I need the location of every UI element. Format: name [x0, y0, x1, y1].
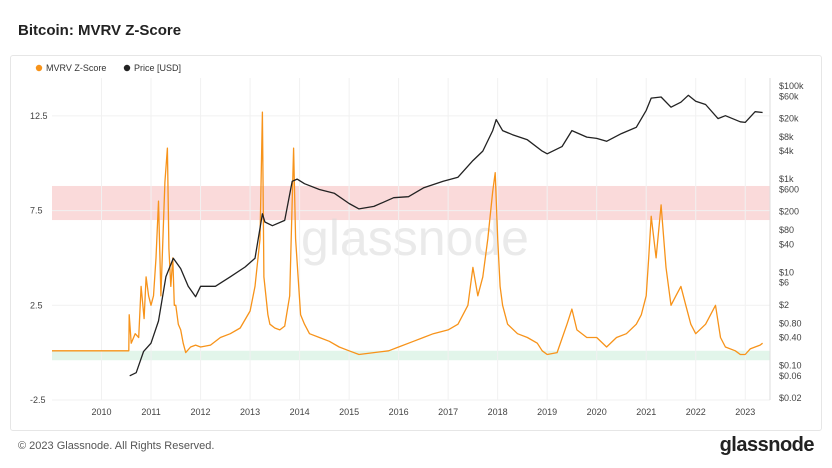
watermark-layer: glassnode — [301, 210, 529, 266]
y-right-tick-label: $2 — [779, 300, 789, 310]
watermark-text: glassnode — [301, 210, 529, 266]
series-layer — [52, 94, 763, 377]
x-tick-label: 2013 — [240, 407, 260, 417]
mvrv-zscore-line — [52, 111, 763, 356]
x-tick-label: 2011 — [141, 407, 160, 417]
chart-title: Bitcoin: MVRV Z-Score — [18, 22, 182, 39]
y-right-tick-label: $0.80 — [779, 318, 802, 328]
y-left-tick-label: 7.5 — [30, 206, 43, 216]
y-right-tick-label: $200 — [779, 207, 799, 217]
y-right-tick-label: $10 — [779, 267, 794, 277]
legend-zscore-label: MVRV Z-Score — [46, 63, 106, 73]
x-tick-label: 2023 — [735, 407, 755, 417]
legend-price-label: Price [USD] — [134, 63, 181, 73]
x-tick-label: 2021 — [636, 407, 656, 417]
glassnode-logo[interactable]: glassnode — [719, 434, 815, 456]
x-tick-label: 2014 — [290, 407, 310, 417]
red-zone-band — [52, 185, 770, 221]
y-left-tick-label: -2.5 — [30, 395, 46, 405]
y-right-tick-label: $20k — [779, 114, 799, 124]
y-right-tick-label: $0.10 — [779, 360, 802, 370]
green-zone-band — [52, 350, 770, 361]
y-right-tick-label: $100k — [779, 81, 804, 91]
x-tick-label: 2020 — [587, 407, 607, 417]
y-left-tick-label: 2.5 — [30, 300, 43, 310]
y-right-tick-label: $80 — [779, 225, 794, 235]
legend: MVRV Z-Score Price [USD] — [35, 63, 181, 73]
price-line — [129, 94, 763, 377]
axes-layer: 2010 2011 2012 2013 2014 2015 2016 2017 2018 2019… — [30, 78, 804, 417]
x-tick-label: 2012 — [191, 407, 211, 417]
x-tick-label: 2016 — [389, 407, 409, 417]
y-right-tick-label: $1k — [779, 174, 794, 184]
legend-zscore-marker — [35, 64, 43, 72]
y-right-tick-label: $40 — [779, 239, 794, 249]
x-tick-label: 2017 — [438, 407, 458, 417]
x-tick-label: 2022 — [686, 407, 706, 417]
y-right-tick-label: $60k — [779, 91, 799, 101]
y-right-tick-label: $8k — [779, 132, 794, 142]
legend-price-marker — [123, 64, 131, 72]
chart-card — [10, 55, 822, 431]
zone-bands — [52, 185, 770, 361]
y-right-tick-label: $600 — [779, 184, 799, 194]
y-right-tick-label: $6 — [779, 278, 789, 288]
y-left-tick-label: 12.5 — [30, 111, 48, 121]
y-right-tick-label: $0.02 — [779, 393, 802, 403]
y-right-tick-label: $0.40 — [779, 332, 802, 342]
grid-lines — [52, 78, 770, 401]
y-right-tick-label: $0.06 — [779, 371, 802, 381]
y-right-tick-label: $4k — [779, 146, 794, 156]
x-tick-label: 2019 — [537, 407, 557, 417]
copyright-text: © 2023 Glassnode. All Rights Reserved. — [18, 440, 215, 452]
x-tick-label: 2018 — [488, 407, 508, 417]
x-tick-label: 2015 — [339, 407, 359, 417]
x-tick-label: 2010 — [92, 407, 112, 417]
